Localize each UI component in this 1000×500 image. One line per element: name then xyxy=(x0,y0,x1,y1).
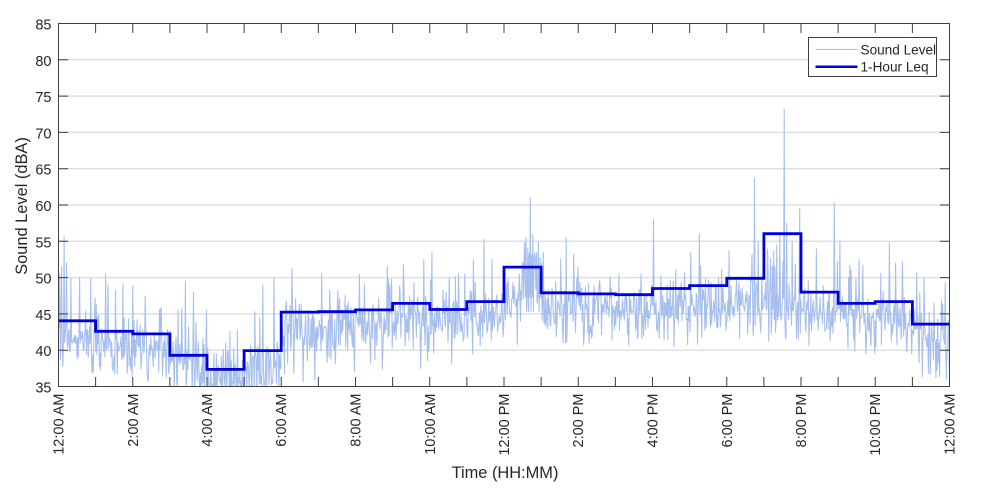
svg-text:10:00 AM: 10:00 AM xyxy=(423,394,439,455)
svg-text:70: 70 xyxy=(35,126,51,142)
svg-text:2:00 PM: 2:00 PM xyxy=(571,394,587,448)
svg-text:8:00 PM: 8:00 PM xyxy=(794,394,810,448)
svg-text:85: 85 xyxy=(35,18,51,34)
svg-text:50: 50 xyxy=(35,272,51,288)
svg-text:12:00 AM: 12:00 AM xyxy=(52,394,68,455)
svg-text:Sound Level: Sound Level xyxy=(861,42,937,57)
svg-text:Time (HH:MM): Time (HH:MM) xyxy=(452,464,559,482)
svg-text:65: 65 xyxy=(35,163,51,179)
svg-text:35: 35 xyxy=(35,381,51,397)
svg-text:55: 55 xyxy=(35,235,51,251)
svg-text:75: 75 xyxy=(35,90,51,106)
svg-text:12:00 AM: 12:00 AM xyxy=(943,394,959,455)
svg-text:8:00 AM: 8:00 AM xyxy=(349,394,365,447)
svg-text:60: 60 xyxy=(35,199,51,215)
svg-text:4:00 PM: 4:00 PM xyxy=(646,394,662,448)
svg-text:4:00 AM: 4:00 AM xyxy=(200,394,216,447)
svg-text:Sound Level (dBA): Sound Level (dBA) xyxy=(13,137,31,275)
svg-text:80: 80 xyxy=(35,54,51,70)
svg-text:12:00 PM: 12:00 PM xyxy=(497,394,513,456)
svg-text:2:00 AM: 2:00 AM xyxy=(126,394,142,447)
svg-text:1-Hour Leq: 1-Hour Leq xyxy=(861,60,929,75)
svg-text:40: 40 xyxy=(35,344,51,360)
svg-text:6:00 AM: 6:00 AM xyxy=(274,394,290,447)
svg-text:6:00 PM: 6:00 PM xyxy=(720,394,736,448)
svg-text:45: 45 xyxy=(35,308,51,324)
svg-text:10:00 PM: 10:00 PM xyxy=(868,394,884,456)
